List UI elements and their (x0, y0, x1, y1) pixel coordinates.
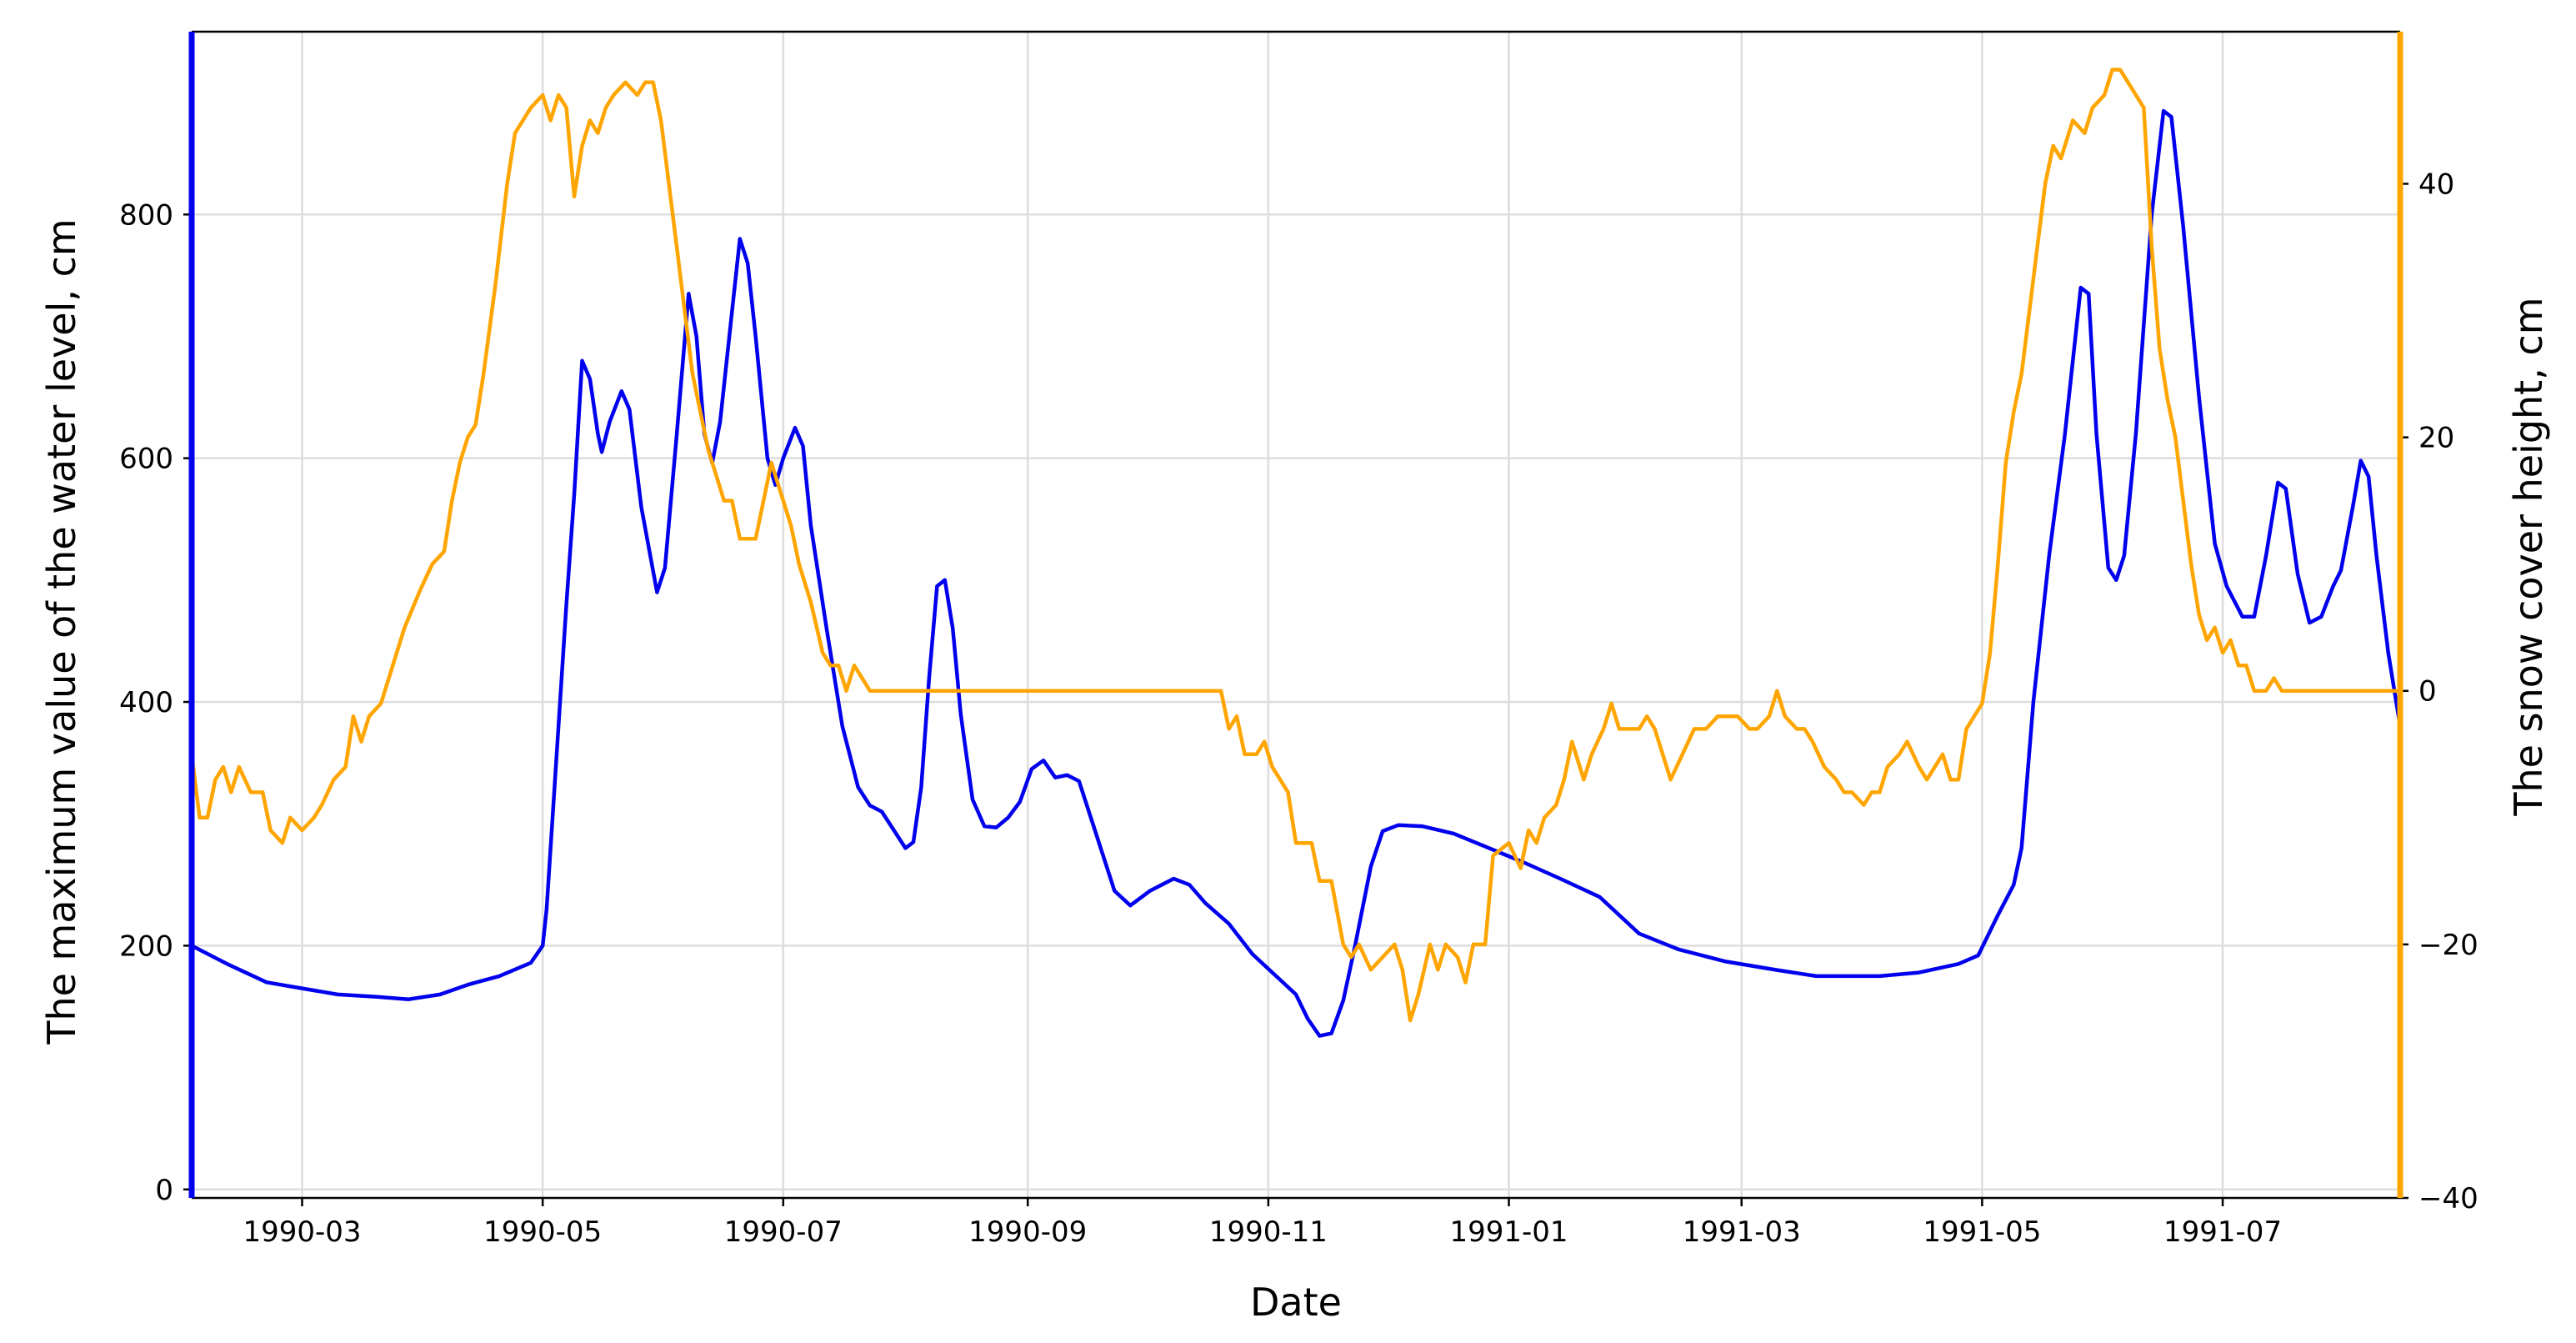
y-axis-right-title: The snow cover height, cm (2506, 297, 2551, 816)
y-right-tick-label: 20 (2418, 422, 2454, 455)
x-axis-title: Date (1250, 1280, 1342, 1325)
series-layer (189, 68, 2403, 1038)
x-tick-label: 1990-09 (968, 1215, 1087, 1249)
x-tick-label: 1990-05 (483, 1215, 602, 1249)
x-tick-label: 1990-11 (1209, 1215, 1328, 1249)
y-left-tick-label: 800 (119, 198, 173, 232)
x-tick-label: 1991-07 (2163, 1215, 2282, 1249)
y-right-tick-label: −20 (2418, 929, 2478, 962)
x-tick-label: 1990-03 (243, 1215, 361, 1249)
y-left-tick-label: 0 (155, 1174, 173, 1207)
tick-labels: 1990-03 1990-05 1990-07 1990-09 1990-11 1991-… (119, 168, 2478, 1249)
axes-layer (183, 30, 2408, 1206)
x-tick-label: 1991-05 (1923, 1215, 2041, 1249)
snow-cover-series-line (189, 68, 2403, 1023)
x-tick-label: 1990-07 (724, 1215, 843, 1249)
y-right-tick-label: 40 (2418, 168, 2454, 201)
y-left-tick-label: 200 (119, 930, 173, 963)
y-left-tick-label: 400 (119, 686, 173, 719)
water-level-series-line (189, 108, 2403, 1038)
y-axis-left-title: The maximum value of the water level, cm (39, 218, 84, 1045)
y-left-tick-label: 600 (119, 443, 173, 476)
y-right-tick-label: 0 (2418, 675, 2437, 709)
x-tick-label: 1991-01 (1450, 1215, 1568, 1249)
y-right-tick-label: −40 (2418, 1182, 2478, 1215)
x-tick-label: 1991-03 (1683, 1215, 1801, 1249)
